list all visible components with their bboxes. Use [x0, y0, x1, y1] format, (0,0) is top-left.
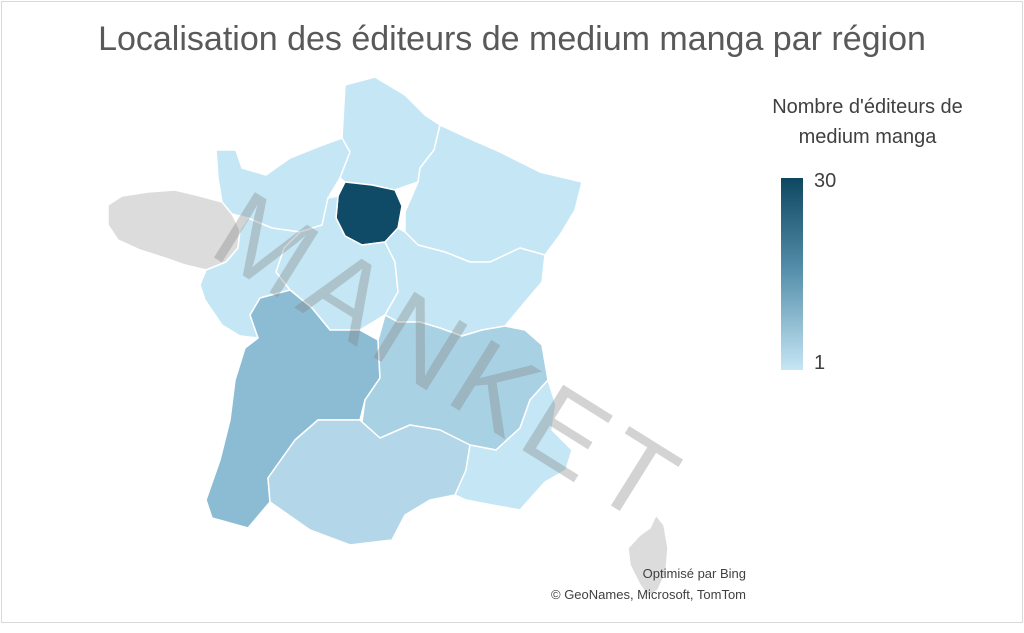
- legend-color-scale: [781, 178, 803, 370]
- region-normandie[interactable]: [215, 137, 351, 233]
- region-pays-de-la-loire[interactable]: [199, 217, 301, 339]
- region-corse[interactable]: [627, 514, 669, 597]
- region-occitanie[interactable]: [267, 419, 471, 546]
- map-data-sources-credit: © GeoNames, Microsoft, TomTom: [551, 587, 746, 602]
- region-paca[interactable]: [454, 379, 573, 511]
- legend-min-label: 1: [814, 352, 826, 374]
- legend-title: Nombre d'éditeurs de medium manga: [772, 96, 963, 148]
- chart-title: Localisation des éditeurs de medium mang…: [98, 20, 926, 58]
- region-bretagne[interactable]: [107, 189, 241, 271]
- legend-max-label: 30: [814, 170, 837, 192]
- map-provider-credit: Optimisé par Bing: [642, 566, 746, 581]
